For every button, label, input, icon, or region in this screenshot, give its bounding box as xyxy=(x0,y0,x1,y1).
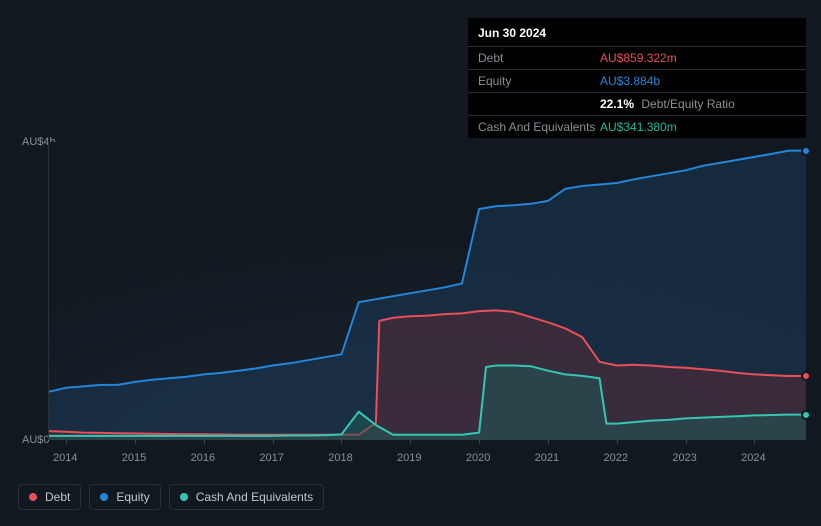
x-axis-label: 2023 xyxy=(672,452,696,464)
x-axis-label: 2024 xyxy=(741,452,765,464)
tooltip-date: Jun 30 2024 xyxy=(468,22,806,46)
tooltip-row-equity: Equity AU$3.884b xyxy=(468,69,806,92)
x-axis-label: 2014 xyxy=(53,452,77,464)
tooltip-value-debt: AU$859.322m xyxy=(600,51,677,65)
tooltip-value-ratio-num: 22.1% xyxy=(600,97,634,111)
x-axis-tick xyxy=(135,439,136,444)
tooltip-label-cash: Cash And Equivalents xyxy=(478,120,600,134)
x-axis-tick xyxy=(410,439,411,444)
tooltip-row-debt: Debt AU$859.322m xyxy=(468,46,806,69)
legend-item-debt[interactable]: Debt xyxy=(18,484,81,510)
legend-dot-icon xyxy=(29,493,37,501)
x-axis-tick xyxy=(204,439,205,444)
chart-svg xyxy=(49,142,806,440)
tooltip-value-ratio-lbl: Debt/Equity Ratio xyxy=(641,97,734,111)
x-axis-label: 2017 xyxy=(259,452,283,464)
x-axis-label: 2018 xyxy=(328,452,352,464)
tooltip-value-equity: AU$3.884b xyxy=(600,74,660,88)
legend-dot-icon xyxy=(100,493,108,501)
x-axis-tick xyxy=(479,439,480,444)
x-axis-label: 2015 xyxy=(122,452,146,464)
series-end-marker-cash xyxy=(801,410,811,420)
x-axis-tick xyxy=(548,439,549,444)
x-axis-tick xyxy=(341,439,342,444)
plot-area[interactable] xyxy=(48,142,805,440)
tooltip-row-cash: Cash And Equivalents AU$341.380m xyxy=(468,115,806,138)
tooltip-row-ratio: 22.1% Debt/Equity Ratio xyxy=(468,92,806,115)
tooltip-panel: Jun 30 2024 Debt AU$859.322m Equity AU$3… xyxy=(468,18,806,138)
legend-item-equity[interactable]: Equity xyxy=(89,484,160,510)
series-end-marker-debt xyxy=(801,371,811,381)
tooltip-value-cash: AU$341.380m xyxy=(600,120,677,134)
legend-label: Equity xyxy=(116,490,149,504)
legend-item-cash[interactable]: Cash And Equivalents xyxy=(169,484,324,510)
x-axis-label: 2022 xyxy=(604,452,628,464)
chart-container: Jun 30 2024 Debt AU$859.322m Equity AU$3… xyxy=(0,0,821,526)
x-axis-tick xyxy=(617,439,618,444)
series-end-marker-equity xyxy=(801,146,811,156)
tooltip-label-debt: Debt xyxy=(478,51,600,65)
legend-label: Cash And Equivalents xyxy=(196,490,313,504)
x-axis-label: 2021 xyxy=(535,452,559,464)
x-axis-label: 2016 xyxy=(191,452,215,464)
legend: Debt Equity Cash And Equivalents xyxy=(18,484,324,510)
x-axis-tick xyxy=(754,439,755,444)
x-axis-tick xyxy=(686,439,687,444)
tooltip-label-equity: Equity xyxy=(478,74,600,88)
y-axis-label: AU$0 xyxy=(22,434,50,446)
tooltip-label-ratio xyxy=(478,97,600,111)
x-axis-tick xyxy=(66,439,67,444)
x-axis-label: 2019 xyxy=(397,452,421,464)
legend-label: Debt xyxy=(45,490,70,504)
x-axis-label: 2020 xyxy=(466,452,490,464)
legend-dot-icon xyxy=(180,493,188,501)
x-axis-tick xyxy=(273,439,274,444)
